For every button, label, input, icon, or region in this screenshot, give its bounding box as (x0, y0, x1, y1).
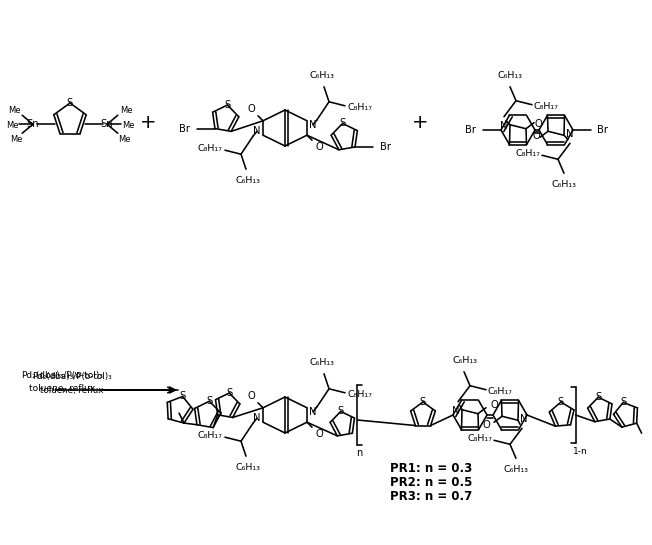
Text: C₆H₁₃: C₆H₁₃ (503, 465, 529, 474)
Text: C₆H₁₃: C₆H₁₃ (310, 358, 334, 367)
Text: Br: Br (597, 125, 608, 135)
Text: C₈H₁₇: C₈H₁₇ (516, 149, 541, 158)
Text: C₆H₁₃: C₆H₁₃ (310, 71, 334, 80)
Text: O: O (315, 142, 323, 152)
Text: +: + (140, 112, 156, 131)
Text: S: S (226, 388, 232, 398)
Text: C₈H₁₇: C₈H₁₇ (348, 104, 372, 112)
Text: S: S (224, 100, 231, 110)
Text: C₆H₁₃: C₆H₁₃ (452, 356, 477, 365)
Text: Br: Br (179, 124, 190, 134)
Text: S: S (179, 391, 186, 402)
Text: S: S (620, 397, 627, 408)
Text: C₆H₁₃: C₆H₁₃ (235, 175, 261, 185)
Text: S: S (420, 397, 426, 407)
Text: toluene, reflux: toluene, reflux (29, 384, 95, 392)
Text: Sn: Sn (27, 119, 39, 129)
Text: S: S (67, 98, 73, 108)
Text: S: S (206, 396, 213, 406)
Text: C₈H₁₇: C₈H₁₇ (488, 387, 512, 396)
Text: O: O (532, 131, 540, 141)
Text: Me: Me (10, 135, 22, 144)
Text: N: N (253, 126, 261, 136)
Text: n: n (356, 448, 363, 458)
Text: 1-n: 1-n (573, 446, 588, 456)
Text: N: N (500, 121, 508, 131)
Text: N: N (520, 414, 527, 424)
Text: O: O (247, 391, 255, 401)
Text: PR2: n = 0.5: PR2: n = 0.5 (390, 475, 473, 488)
Text: Me: Me (120, 106, 132, 115)
Text: Me: Me (122, 121, 134, 130)
Text: N: N (309, 120, 317, 130)
Text: Me: Me (6, 121, 18, 130)
Text: C₈H₁₇: C₈H₁₇ (198, 144, 222, 153)
Text: C₈H₁₇: C₈H₁₇ (533, 102, 558, 111)
Text: C₆H₁₃: C₆H₁₃ (235, 463, 261, 472)
Text: Pd₂(dba)₃/P(o-tol)₃: Pd₂(dba)₃/P(o-tol)₃ (32, 372, 112, 380)
Text: toluene, reflux: toluene, reflux (40, 385, 104, 395)
Text: +: + (412, 112, 428, 131)
Text: C₆H₁₃: C₆H₁₃ (552, 180, 576, 189)
Text: S: S (557, 397, 564, 407)
Text: N: N (452, 405, 460, 416)
Text: N: N (566, 129, 574, 140)
Text: O: O (247, 104, 255, 114)
Text: S: S (338, 407, 344, 416)
Text: Sn: Sn (101, 119, 113, 129)
Text: Me: Me (8, 106, 20, 115)
Text: S: S (595, 392, 601, 402)
Text: S: S (340, 118, 346, 129)
Text: N: N (309, 407, 317, 417)
Text: N: N (253, 413, 261, 423)
Text: O: O (534, 119, 542, 129)
Text: O: O (482, 420, 490, 431)
Text: C₈H₁₇: C₈H₁₇ (198, 431, 222, 440)
Text: Me: Me (118, 135, 130, 144)
Text: Br: Br (466, 125, 477, 135)
Text: C₈H₁₇: C₈H₁₇ (348, 390, 372, 399)
Text: C₆H₁₃: C₆H₁₃ (497, 71, 522, 80)
Text: Br: Br (379, 142, 391, 152)
Text: C₈H₁₇: C₈H₁₇ (467, 434, 492, 443)
Text: PR1: n = 0.3: PR1: n = 0.3 (390, 462, 472, 475)
Text: O: O (490, 399, 498, 410)
Text: PR3: n = 0.7: PR3: n = 0.7 (390, 489, 472, 502)
Text: O: O (315, 429, 323, 439)
Text: Pd₂(dba)₃/P(o-tol)₃: Pd₂(dba)₃/P(o-tol)₃ (21, 371, 103, 379)
